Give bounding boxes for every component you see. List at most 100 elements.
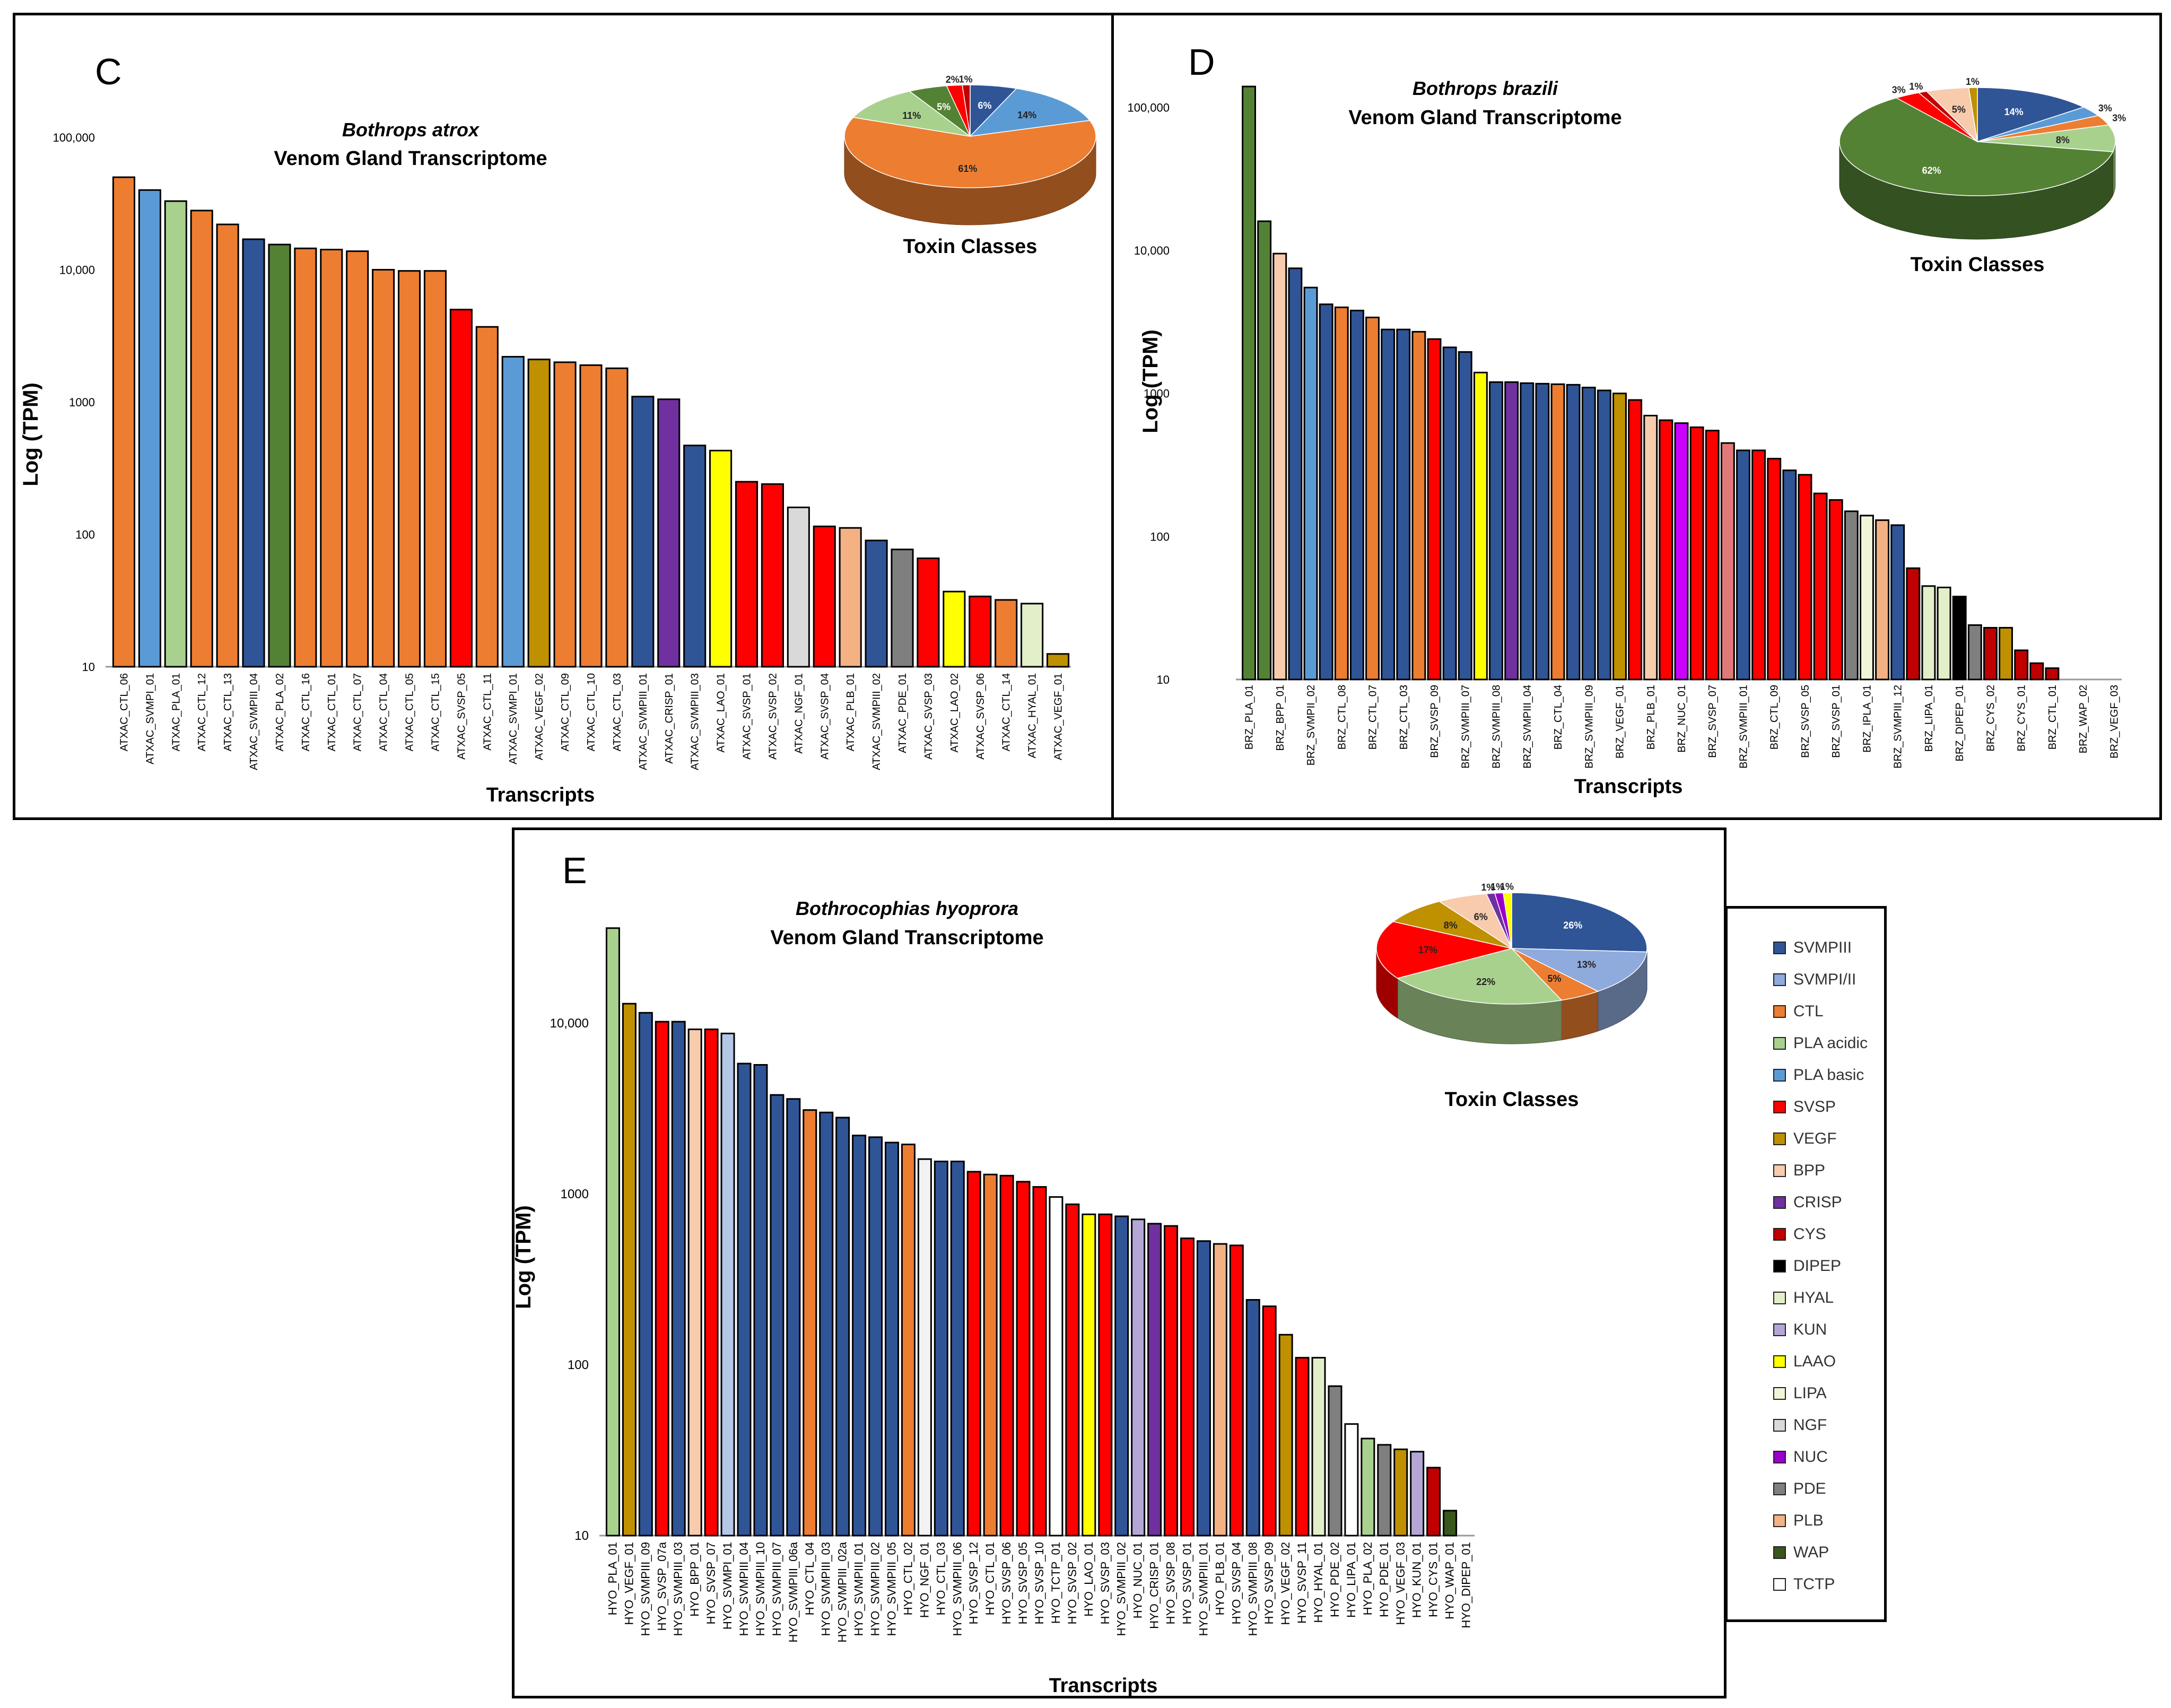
legend-label: PLA acidic	[1793, 1034, 1868, 1052]
bar	[1049, 1196, 1063, 1537]
x-tick-label: HYO_SVSP_05	[1016, 1542, 1030, 1624]
bar	[950, 1161, 965, 1537]
bar	[891, 548, 914, 668]
pie-slice	[1376, 921, 1512, 979]
bar	[770, 1094, 784, 1537]
bar	[1361, 1437, 1375, 1537]
x-tick-label: HYO_SVMPIII_06	[951, 1542, 964, 1636]
bar	[1705, 430, 1720, 681]
legend-label: VEGF	[1793, 1130, 1837, 1147]
bar	[917, 557, 940, 668]
y-tick-label: 1000	[69, 396, 95, 409]
legend-item: CTL	[1773, 996, 1884, 1027]
x-tick-label: BRZ_SVMPIII_01	[1738, 685, 1749, 769]
legend-swatch	[1773, 1101, 1786, 1113]
pie-slice	[1503, 892, 1512, 949]
legend-item: CRISP	[1773, 1187, 1884, 1218]
legend-item: PDE	[1773, 1473, 1884, 1505]
x-tick-label: HYO_HYAL_01	[1312, 1542, 1325, 1623]
legend-label: NUC	[1793, 1448, 1828, 1466]
bar	[943, 590, 966, 668]
x-tick-label: HYO_SVSP_06	[1000, 1542, 1013, 1624]
bar	[1262, 1305, 1277, 1537]
pie-slice	[1511, 892, 1647, 953]
bar	[527, 359, 551, 668]
bar	[242, 238, 265, 668]
pie-slice	[1839, 97, 2114, 196]
bar	[1489, 381, 1503, 681]
bar	[605, 367, 629, 668]
x-tick-label: ATXAC_SVSP_06	[975, 673, 987, 760]
y-axis-label: Log (TPM)	[1139, 329, 1162, 433]
bar	[813, 525, 836, 668]
bar	[1257, 220, 1272, 681]
bar	[1458, 351, 1472, 681]
bar	[449, 309, 473, 668]
x-tick-label: ATXAC_CRISP_01	[664, 673, 675, 764]
x-tick-label: ATXAC_CTL_07	[352, 673, 364, 751]
bar	[1643, 415, 1658, 681]
pie-slice-label: 62%	[1922, 165, 1941, 176]
bar	[1334, 306, 1349, 681]
legend-label: LAAO	[1793, 1353, 1836, 1370]
x-tick-label: ATXAC_SVMPIII_03	[690, 673, 701, 770]
y-tick-label: 10	[82, 660, 95, 674]
chart-title: Venom Gland Transcriptome	[770, 927, 1043, 949]
panel-c: C Bothrops atrox Venom Gland Transcriptome…	[13, 13, 1114, 820]
x-tick-label: ATXAC_VEGF_01	[1053, 673, 1065, 760]
legend-swatch	[1773, 973, 1786, 986]
legend-item: WAP	[1773, 1537, 1884, 1568]
bar	[1427, 338, 1442, 681]
legend-item: HYAL	[1773, 1282, 1884, 1314]
legend-swatch	[1773, 1292, 1786, 1304]
legend-label: LIPA	[1793, 1384, 1827, 1402]
x-tick-label: HYO_KUN_01	[1410, 1542, 1424, 1618]
bar	[687, 1029, 702, 1537]
x-tick-label: ATXAC_CTL_01	[326, 673, 338, 751]
x-tick-label: ATXAC_HYAL_01	[1027, 673, 1039, 758]
bar	[268, 243, 291, 668]
pie-slice-label: 1%	[1966, 76, 1980, 87]
x-tick-label: BRZ_NUC_01	[1676, 685, 1688, 753]
x-tick-label: HYO_CTL_04	[803, 1542, 816, 1615]
pie-slice-label: 1%	[959, 74, 973, 84]
pie-slice-label: 5%	[1547, 973, 1561, 984]
x-tick-label: ATXAC_SVSP_03	[923, 673, 935, 760]
bar	[1328, 1385, 1342, 1537]
x-tick-label: BRZ_VEGF_01	[1615, 685, 1626, 759]
bar	[1473, 371, 1488, 681]
x-tick-label: ATXAC_CTL_14	[1001, 673, 1013, 751]
pie-slice-label: 17%	[1418, 945, 1437, 955]
legend-label: TCTP	[1793, 1575, 1835, 1593]
legend-swatch	[1773, 1132, 1786, 1145]
legend-label: BPP	[1793, 1162, 1826, 1179]
x-tick-label: ATXAC_CTL_12	[196, 673, 208, 751]
bar	[190, 210, 213, 668]
pie-title: Toxin Classes	[903, 236, 1037, 258]
pie-slice-label: 8%	[2056, 135, 2070, 145]
x-tick-label: HYO_SVMPIII_08	[1246, 1542, 1259, 1636]
x-tick-label: BRZ_PLB_01	[1645, 685, 1657, 750]
y-tick-label: 100,000	[1127, 101, 1170, 114]
legend-swatch	[1773, 1069, 1786, 1082]
bar	[1278, 1334, 1293, 1537]
x-tick-label: HYO_SVMPIII_09	[639, 1542, 652, 1636]
legend-item: TCTP	[1773, 1568, 1884, 1600]
x-tick-label: HYO_SVSP_07	[704, 1542, 718, 1624]
y-tick-label: 100	[75, 528, 95, 542]
x-tick-label: BRZ_SVSP_01	[1830, 685, 1842, 758]
x-tick-label: BRZ_CTL_07	[1367, 685, 1379, 750]
bar	[934, 1161, 948, 1537]
legend: SVMPIII SVMPI/II CTL PLA acidic PLA basic SVS…	[1725, 906, 1887, 1622]
bar	[1411, 330, 1426, 681]
legend-swatch	[1773, 1451, 1786, 1463]
bar	[1813, 492, 1828, 681]
legend-item: BPP	[1773, 1155, 1884, 1187]
chart-c-svg: C Bothrops atrox Venom Gland Transcriptome…	[19, 51, 1096, 806]
bar	[1147, 1223, 1162, 1537]
legend-label: CTL	[1793, 1003, 1824, 1020]
legend-item: SVMPIII	[1773, 932, 1884, 964]
x-tick-label: HYO_TCTP_01	[1049, 1542, 1062, 1624]
legend-label: PLA basic	[1793, 1066, 1864, 1084]
bar	[1890, 524, 1905, 681]
